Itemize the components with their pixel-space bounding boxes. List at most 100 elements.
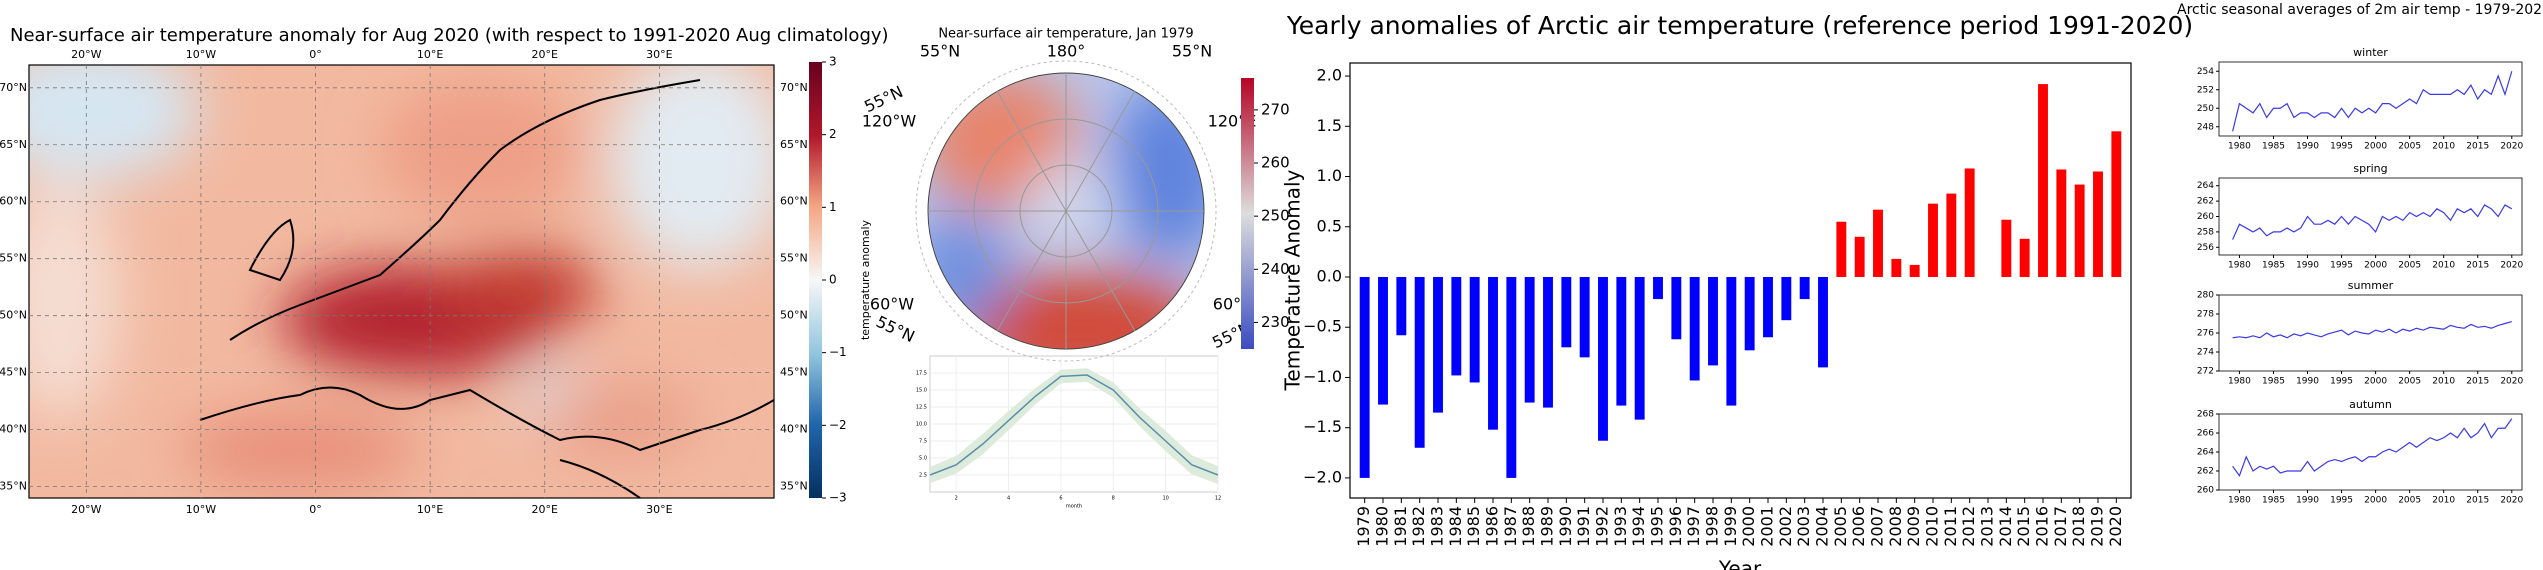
bar <box>1689 276 1700 381</box>
x-tick-label: 2020 <box>2500 142 2523 152</box>
polar-grid <box>915 60 1217 362</box>
bar <box>1598 276 1608 441</box>
bar <box>1653 276 1663 300</box>
colorbar-tick-label: 0 <box>829 273 837 287</box>
x-tick-label: 1979 <box>1354 506 1373 547</box>
y-tick-label: 272 <box>2197 367 2214 377</box>
bar <box>1964 168 1975 277</box>
x-tick-label: 1990 <box>2296 142 2319 152</box>
bar <box>1359 276 1370 478</box>
bar <box>2111 131 2122 277</box>
y-tick-label: 45°N <box>780 366 808 379</box>
colorbar <box>1241 78 1254 349</box>
x-tick-label: 2000 <box>1739 506 1758 547</box>
x-tick-label: 2000 <box>2364 496 2387 506</box>
colorbar-label: temperature anomaly <box>859 219 872 340</box>
bar <box>1396 276 1407 336</box>
y-tick-label: 254 <box>2197 67 2214 77</box>
x-tick-label: 1985 <box>2262 261 2285 271</box>
subplot-title: winter <box>2353 46 2388 59</box>
bar <box>2019 238 2030 277</box>
y-tick-label: −1.5 <box>1303 417 1342 436</box>
bar <box>1763 276 1773 338</box>
bar <box>2001 219 2012 277</box>
y-tick-label: 0.5 <box>1317 216 1342 235</box>
x-tick-label: 2005 <box>2398 496 2421 506</box>
x-tick-label: 2005 <box>1831 506 1850 547</box>
plot-frame <box>2218 61 2523 137</box>
std-band <box>930 368 1218 484</box>
x-tick-label: 1985 <box>1464 506 1483 547</box>
x-tick-label: 1995 <box>2330 496 2353 506</box>
x-tick-label: 1985 <box>2262 377 2285 387</box>
x-tick-label: 2004 <box>1813 506 1832 547</box>
bar <box>1506 276 1517 478</box>
x-tick-label: 2001 <box>1758 506 1777 547</box>
bar <box>1433 276 1443 413</box>
line <box>929 374 1219 476</box>
colorbar-tick-label: 240 <box>1261 260 1290 278</box>
x-tick-label: 10°W <box>186 48 216 61</box>
x-tick-label: 2010 <box>2432 377 2455 387</box>
bar <box>1928 203 1938 277</box>
colorbar-tick-label: 270 <box>1261 100 1290 118</box>
y-tick-label: 5.0 <box>919 456 927 462</box>
bar <box>1561 276 1572 348</box>
x-tick-label: 1996 <box>1666 506 1685 547</box>
y-tick-label: −1.0 <box>1303 367 1342 386</box>
x-tick-label: 1992 <box>1593 506 1612 547</box>
x-tick-label: 1980 <box>2228 377 2251 387</box>
map-frame <box>28 64 775 499</box>
y-tick-label: 55°N <box>0 252 27 265</box>
y-tick-label: 260 <box>2197 212 2214 222</box>
x-tick-label: 2000 <box>2364 261 2387 271</box>
y-tick-label: 50°N <box>0 309 27 322</box>
y-tick-label: 0.0 <box>1317 266 1342 285</box>
x-tick-label: 2015 <box>2014 506 2033 547</box>
bar <box>1634 276 1645 420</box>
x-tick-label: 30°E <box>646 503 672 516</box>
bar <box>1451 276 1462 376</box>
x-tick-label: 2010 <box>2432 496 2455 506</box>
x-tick-label: 1995 <box>2330 142 2353 152</box>
y-tick-label: 250 <box>2197 104 2214 114</box>
y-tick-label: 7.5 <box>919 439 927 445</box>
y-tick-label: 274 <box>2197 348 2214 358</box>
y-tick-label: 252 <box>2197 85 2214 95</box>
x-tick-label: 2006 <box>1849 506 1868 547</box>
x-tick-label: 10 <box>1162 496 1168 502</box>
x-tick-label: 1990 <box>2296 377 2319 387</box>
y-tick-label: 35°N <box>0 480 27 493</box>
y-tick-label: −2.0 <box>1303 467 1342 486</box>
plot-frame <box>2218 413 2523 491</box>
x-tick-label: 2005 <box>2398 261 2421 271</box>
polar-label: 60°W <box>870 295 914 314</box>
x-tick-label: 2018 <box>2069 506 2088 547</box>
y-tick-label: −0.5 <box>1303 317 1342 336</box>
x-tick-label: 2003 <box>1794 506 1813 547</box>
y-tick-label: 264 <box>2197 448 2214 458</box>
colorbar-tick-label: 2 <box>829 127 837 141</box>
bar <box>1524 276 1535 403</box>
polar-label: 55°N <box>920 42 960 61</box>
y-tick-label: 35°N <box>780 480 808 493</box>
y-tick-label: 55°N <box>780 252 808 265</box>
x-tick-label: 1989 <box>1538 506 1557 547</box>
bar <box>1378 276 1388 405</box>
bar <box>2093 171 2103 277</box>
x-tick-label: 2016 <box>2033 506 2052 547</box>
colorbar-tick-label: −3 <box>829 491 847 505</box>
y-tick-label: 258 <box>2197 227 2214 237</box>
x-tick-label: 1995 <box>1648 506 1667 547</box>
bar <box>1946 193 1957 277</box>
y-tick-label: 248 <box>2197 122 2214 132</box>
x-tick-label: 2017 <box>2051 506 2070 547</box>
bar <box>1579 276 1590 358</box>
bar <box>1873 209 1883 277</box>
y-tick-label: 12.5 <box>916 405 927 411</box>
x-tick-label: 1991 <box>1574 506 1593 547</box>
y-tick-label: 262 <box>2197 197 2214 207</box>
y-tick-label: 65°N <box>780 138 808 151</box>
subplot-title: spring <box>2353 162 2387 175</box>
x-tick-label: 1994 <box>1629 506 1648 547</box>
